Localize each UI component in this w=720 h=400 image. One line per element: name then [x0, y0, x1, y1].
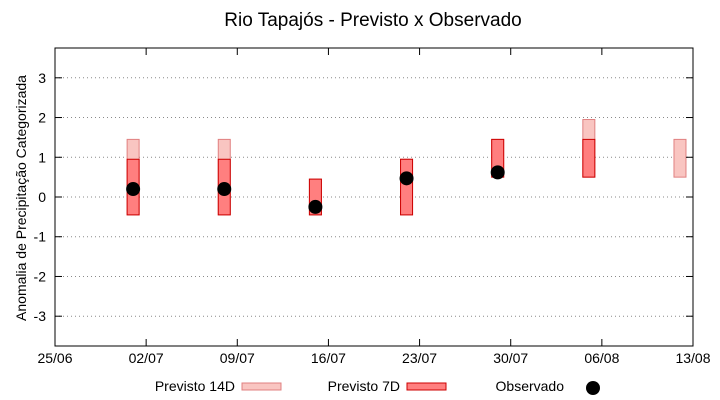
legend-label: Previsto 14D	[155, 378, 235, 394]
legend-swatch	[586, 381, 600, 395]
legend-swatch	[241, 382, 282, 391]
chart-title: Rio Tapajós - Previsto x Observado	[224, 10, 521, 31]
bar-previsto-14d	[673, 138, 687, 178]
x-tick-label: 13/08	[675, 350, 710, 366]
series-previsto-7d	[126, 138, 596, 216]
point-observado	[217, 182, 232, 197]
y-tick-label: -3	[34, 308, 47, 324]
y-tick-label: -2	[34, 268, 47, 284]
legend-swatch	[406, 382, 447, 391]
series-observado	[126, 165, 505, 214]
x-tick-label: 06/08	[584, 350, 619, 366]
y-tick-label: 1	[38, 149, 46, 165]
bar-previsto-7d	[582, 138, 596, 178]
x-tick-label: 09/07	[220, 350, 255, 366]
y-axis-ticks: -3 -2 -1 0 1 2 3	[34, 70, 693, 324]
point-observado	[308, 199, 323, 214]
y-tick-label: 0	[38, 189, 46, 205]
y-tick-label: 3	[38, 70, 46, 86]
x-axis-ticks: 25/06 02/07 09/07 16/07 23/07 30/07 06/08 13/08	[37, 48, 711, 366]
point-observado	[490, 165, 505, 180]
x-tick-label: 16/07	[311, 350, 346, 366]
y-tick-label: -1	[34, 229, 47, 245]
x-tick-label: 23/07	[402, 350, 437, 366]
legend: Previsto 14D Previsto 7D Observado	[155, 378, 600, 395]
x-tick-label: 02/07	[129, 350, 164, 366]
y-tick-label: 2	[38, 110, 46, 126]
bar-previsto-7d	[400, 158, 414, 216]
point-observado	[399, 171, 414, 186]
legend-label: Observado	[496, 378, 565, 394]
x-tick-label: 25/06	[37, 350, 72, 366]
grid-lines	[55, 77, 693, 317]
plot-area-frame	[54, 47, 694, 347]
x-tick-label: 30/07	[493, 350, 528, 366]
legend-label: Previsto 7D	[328, 378, 400, 394]
point-observado	[126, 182, 141, 197]
y-axis-label: Anomalia de Precipitação Categorizada	[13, 75, 29, 321]
